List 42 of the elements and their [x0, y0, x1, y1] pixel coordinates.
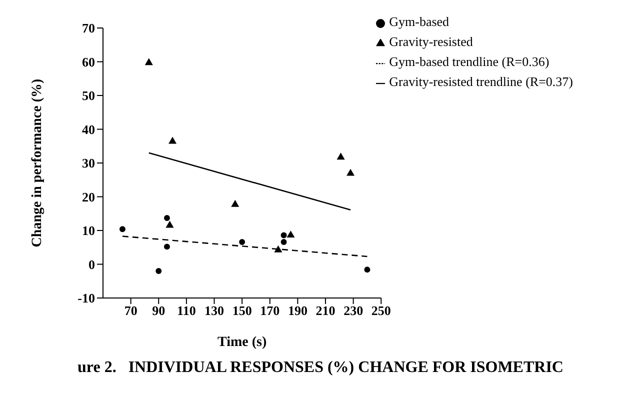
y-tick-label: 40 [82, 122, 95, 137]
y-tick-label: 60 [82, 54, 95, 70]
x-tick-label: 130 [204, 303, 224, 318]
legend-label: Gym-based trendline (R=0.36) [389, 54, 550, 69]
point [280, 232, 287, 238]
y-tick-label: 10 [82, 223, 95, 238]
x-tick-label: 170 [260, 303, 280, 318]
y-tick-label: 20 [82, 189, 95, 204]
x-tick-label: 90 [152, 303, 166, 318]
point [156, 268, 162, 274]
point [144, 58, 153, 66]
point [274, 245, 282, 252]
x-axis-title: Time (s) [218, 335, 267, 350]
point [286, 230, 295, 238]
x-tick-label: 190 [288, 303, 308, 318]
point [119, 226, 126, 232]
point [164, 244, 170, 250]
point [168, 136, 177, 144]
legend-label: Gym-based [389, 14, 450, 29]
point [280, 238, 287, 245]
x-tick-label: 210 [316, 303, 336, 318]
y-tick-label: 30 [82, 156, 95, 171]
point [364, 266, 370, 273]
point [164, 215, 170, 221]
point [239, 238, 246, 245]
y-tick-label: 50 [82, 88, 95, 104]
x-tick-label: 70 [124, 303, 138, 318]
x-tick-label: 230 [344, 303, 364, 318]
point [336, 152, 345, 160]
y-tick-label: 70 [82, 20, 95, 36]
point [346, 168, 355, 176]
x-tick-label: 150 [232, 303, 252, 318]
point [166, 220, 174, 228]
point [231, 200, 240, 207]
y-tick-label: 0 [88, 256, 95, 272]
legend-label: Gravity-resisted [389, 34, 473, 49]
y-tick-label: -10 [78, 290, 95, 306]
x-tick-label: 110 [177, 303, 196, 318]
text: ure 2. INDIVIDUAL RESPONSES (%) CHANGE FOR ISOMETRIC [76, 359, 564, 377]
legend-label: Gravity-resisted trendline (R=0.37) [389, 74, 573, 89]
y-axis-title: Change in performance (%) [30, 78, 45, 248]
x-tick-label: 250 [371, 303, 391, 318]
